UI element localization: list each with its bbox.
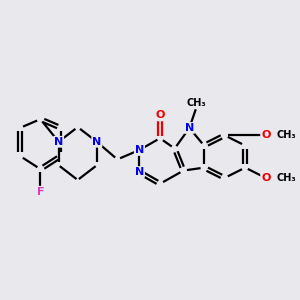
Text: N: N: [54, 137, 63, 147]
Text: CH₃: CH₃: [276, 173, 296, 183]
Text: O: O: [261, 173, 271, 183]
Text: N: N: [135, 167, 144, 177]
Text: O: O: [261, 130, 271, 140]
Text: O: O: [155, 110, 165, 120]
Text: N: N: [92, 137, 101, 147]
Text: N: N: [185, 123, 194, 133]
Text: CH₃: CH₃: [276, 130, 296, 140]
Text: CH₃: CH₃: [187, 98, 206, 108]
Text: N: N: [135, 145, 144, 155]
Text: F: F: [37, 187, 44, 197]
